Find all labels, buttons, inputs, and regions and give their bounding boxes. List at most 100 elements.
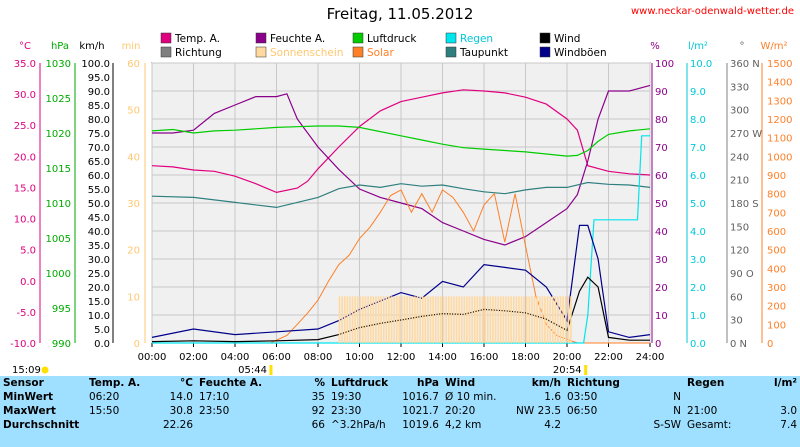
stats-row: Durchschnitt 22.26 66 ^3.2hPa/h 1019.6 4,2 km…	[0, 418, 800, 432]
x-tick-label: 14:00	[428, 352, 457, 363]
x-tick-label: 02:00	[179, 352, 208, 363]
sunshine-bar	[492, 296, 494, 343]
legend-swatch	[255, 32, 267, 44]
tick-label-rain: 4.0	[690, 227, 706, 238]
tick-label-humidity: 40	[655, 227, 668, 238]
stats-header: Wind	[445, 377, 476, 389]
chart-title: Freitag, 11.05.2012	[326, 5, 474, 23]
legend-swatch	[160, 32, 172, 44]
tick-label-direction: 120	[730, 246, 749, 257]
sunshine-bar	[411, 296, 414, 343]
sunshine-bar	[468, 296, 471, 343]
tick-label-rain: 8.0	[690, 115, 706, 126]
sunshine-bar	[505, 296, 507, 343]
tick-label-rain: 1.0	[690, 311, 706, 322]
sunset-marker	[584, 365, 588, 375]
stats-cell	[752, 390, 800, 404]
legend-label: Windböen	[554, 47, 607, 59]
x-tick-label: 04:00	[221, 352, 250, 363]
sunshine-bar	[531, 296, 533, 343]
axis-unit-humidity: %	[650, 41, 660, 52]
series-feuchte-a	[152, 84, 651, 246]
x-tick-label: 12:00	[387, 352, 416, 363]
tick-label-direction: 330	[730, 82, 749, 93]
current-time-label: 15:09	[12, 365, 41, 376]
stats-row: MaxWert 15:50 30.8 23:50 92 23:30 1021.7 20:20 N…	[0, 404, 800, 418]
legend-swatch	[160, 46, 172, 58]
x-tick-label: 08:00	[304, 352, 333, 363]
stats-cell	[196, 418, 288, 432]
tick-label-minutes: 60	[127, 59, 140, 70]
sunshine-bar	[385, 296, 388, 343]
series-wind	[151, 276, 650, 343]
tick-label-humidity: 20	[655, 283, 668, 294]
sunshine-bar	[551, 296, 554, 343]
tick-label-humidity: 60	[655, 171, 668, 182]
stats-header: %	[314, 377, 325, 389]
tick-label-minutes: 50	[127, 106, 140, 117]
series-luftdruck	[151, 125, 651, 157]
tick-label-pressure: 995	[52, 304, 71, 315]
tick-label-wind: 25.0	[88, 269, 110, 280]
tick-label-humidity: 90	[655, 87, 668, 98]
stats-cell: 20:20	[445, 405, 476, 417]
sunshine-bar	[429, 296, 432, 343]
tick-label-rain: 3.0	[690, 255, 706, 266]
legend-swatch	[445, 46, 457, 58]
sunshine-bar	[349, 296, 351, 343]
sunrise-marker	[269, 365, 273, 375]
tick-label-solar: 900	[767, 171, 786, 182]
tick-label-solar: 300	[767, 283, 786, 294]
axis-unit-solar: W/m²	[760, 41, 787, 52]
stats-cell: 06:20	[89, 391, 120, 403]
sunshine-bar	[398, 296, 401, 343]
tick-label-wind: 30.0	[88, 255, 110, 266]
sunrise-label: 05:44	[238, 365, 267, 376]
sunshine-bar	[401, 296, 403, 343]
tick-label-pressure: 1010	[46, 199, 71, 210]
sunshine-bar	[388, 296, 390, 343]
legend-label: Wind	[554, 33, 580, 45]
sunshine-bar	[406, 296, 408, 343]
stats-cell: 17:10	[199, 391, 230, 403]
stats-header: km/h	[531, 377, 561, 389]
stats-cell	[684, 390, 752, 404]
tick-label-wind: 65.0	[88, 157, 110, 168]
stats-cell: 1016.7	[402, 391, 439, 403]
sunshine-bar	[458, 296, 460, 343]
sun-markers: 05:44 20:54 15:09	[12, 365, 588, 376]
site-link[interactable]: www.neckar-odenwald-wetter.de	[631, 6, 794, 17]
sunshine-bar	[343, 296, 346, 343]
axis-unit-rain: l/m²	[688, 41, 708, 52]
tick-label-minutes: 20	[127, 246, 140, 257]
tick-label-minutes: 10	[127, 292, 140, 303]
sunshine-bar	[512, 296, 515, 343]
tick-label-wind: 95.0	[88, 73, 110, 84]
tick-label-wind: 35.0	[88, 241, 110, 252]
sunshine-bar	[351, 296, 354, 343]
sunshine-bar	[369, 296, 372, 343]
stats-cell: 1019.6	[402, 419, 439, 431]
sunshine-bar	[471, 296, 473, 343]
tick-label-temp: 5.0	[20, 246, 36, 257]
sunshine-bar	[390, 296, 393, 343]
sunshine-bar	[440, 296, 442, 343]
tick-label-solar: 400	[767, 264, 786, 275]
stats-cell: 1021.7	[402, 405, 439, 417]
sunshine-bar	[541, 296, 544, 343]
sunshine-bar	[533, 296, 536, 343]
sunshine-bar	[437, 296, 440, 343]
stats-cell: Ø 10 min.	[445, 391, 497, 403]
legend-label: Luftdruck	[367, 33, 417, 45]
tick-label-minutes: 0	[134, 339, 140, 350]
statistics-panel: Sensor Temp. A. °C Feuchte A. % Luftdruc…	[0, 376, 800, 447]
tick-label-temp: 30.0	[14, 90, 36, 101]
tick-label-humidity: 100	[655, 59, 674, 70]
stats-cell	[564, 418, 620, 432]
tick-label-pressure: 1015	[46, 164, 71, 175]
tick-label-pressure: 1000	[46, 269, 71, 280]
sunshine-bar	[362, 296, 364, 343]
sunshine-bar	[434, 296, 437, 343]
sunshine-bar	[341, 296, 343, 343]
tick-label-rain: 9.0	[690, 87, 706, 98]
